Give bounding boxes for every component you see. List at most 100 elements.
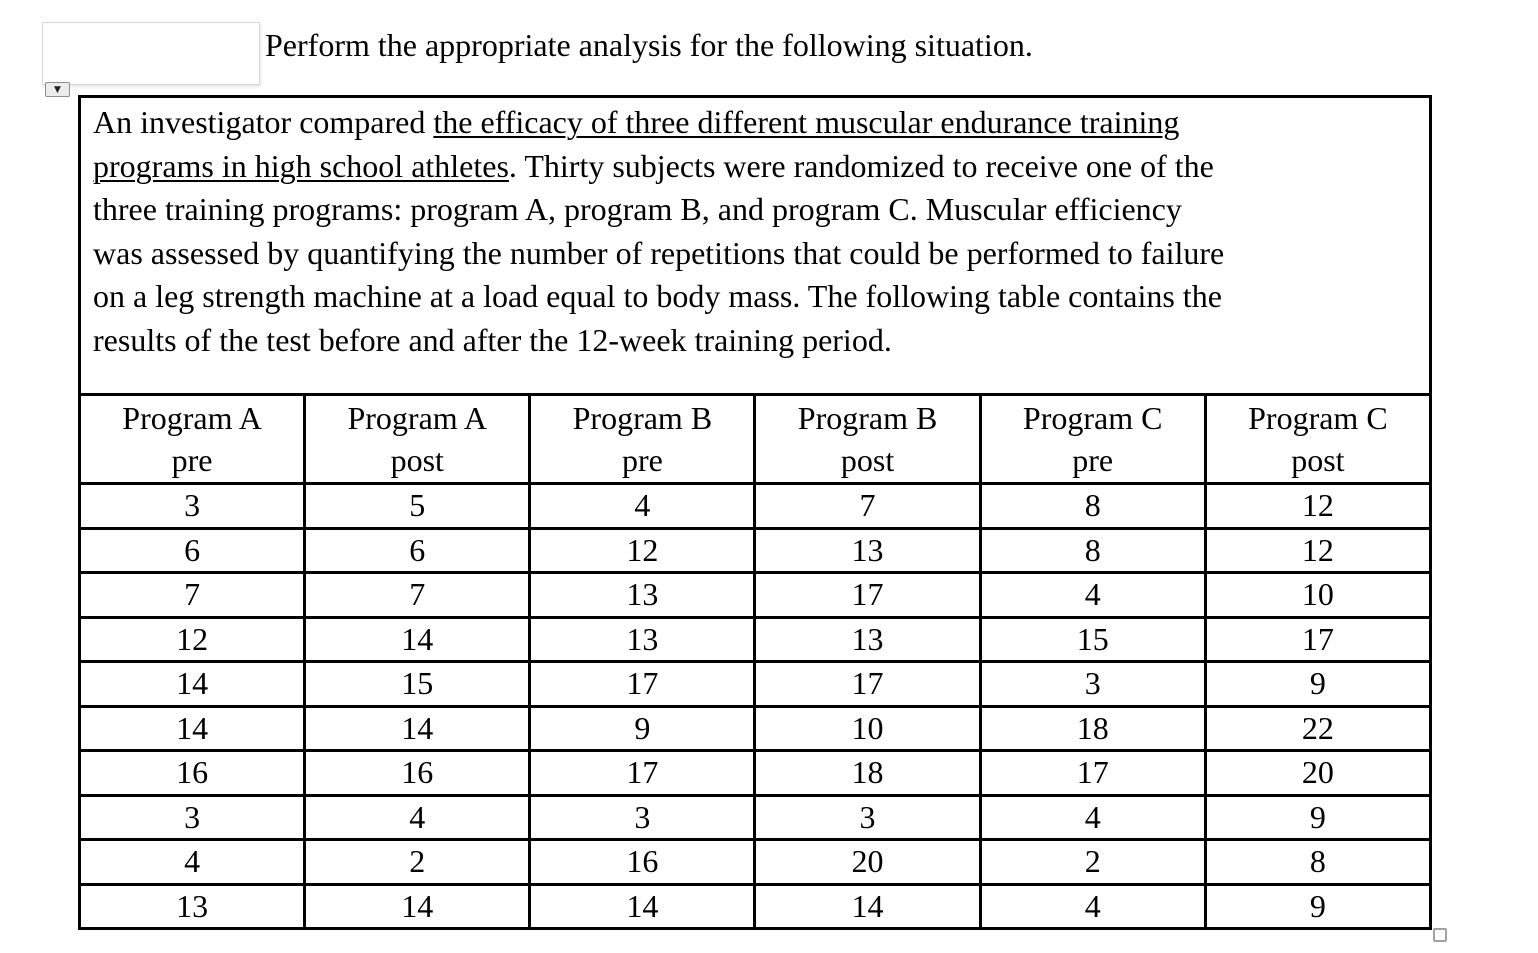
statement-text: three training programs: program A, prog…: [93, 191, 1182, 227]
statement-line: results of the test before and after the…: [93, 319, 1417, 363]
statement-line: An investigator compared the efficacy of…: [93, 101, 1417, 145]
table-cell: 9: [1203, 882, 1433, 930]
resize-handle[interactable]: [1433, 928, 1447, 942]
table-cell: 12: [1203, 526, 1433, 574]
table-cell: 10: [753, 704, 982, 752]
table-row: 14 15 17 17 3 9: [77, 660, 1433, 708]
column-header-phase: pre: [1072, 442, 1114, 478]
table-cell: 13: [528, 615, 757, 663]
table-cell: 14: [528, 882, 757, 930]
column-header-program: Program A: [122, 400, 262, 436]
statement-row: An investigator compared the efficacy of…: [78, 95, 1432, 396]
table-cell: 4: [528, 482, 757, 530]
table-cell: 18: [753, 749, 982, 797]
statement-text: was assessed by quantifying the number o…: [93, 234, 1225, 271]
statement-text: on a leg strength machine at a load equa…: [93, 278, 1222, 314]
table-cell: 17: [528, 660, 757, 708]
table-row: 12 14 13 13 15 17: [77, 615, 1433, 663]
chevron-down-icon: ▼: [54, 84, 61, 95]
table-cell: 4: [978, 882, 1207, 930]
column-header: Program B pre: [528, 393, 757, 485]
table-cell: 12: [77, 615, 307, 663]
statement-text: . Thirty subjects were randomized to rec…: [508, 147, 1214, 184]
column-header-phase: post: [390, 442, 444, 478]
redaction-overlay: [42, 22, 260, 85]
table-row: 13 14 14 14 4 9: [77, 882, 1433, 930]
table-cell: 16: [528, 838, 757, 886]
table-cell: 10: [1203, 571, 1433, 619]
table-cell: 9: [1203, 660, 1433, 708]
table-cell: 8: [1203, 838, 1433, 886]
table-row: 14 14 9 10 18 22: [77, 704, 1433, 752]
table-cell: 16: [77, 749, 307, 797]
table-cell: 13: [528, 571, 757, 619]
statement-text: An investigator compared: [93, 104, 434, 140]
table-cell: 17: [978, 749, 1207, 797]
table-cell: 16: [303, 749, 532, 797]
statement-line: programs in high school athletes. Thirty…: [93, 145, 1417, 189]
table-cell: 3: [77, 482, 307, 530]
table-cell: 3: [528, 793, 757, 841]
statement-line: was assessed by quantifying the number o…: [93, 232, 1417, 276]
statement-underlined-text: programs in high school athletes: [93, 147, 509, 184]
column-header: Program C post: [1203, 393, 1433, 485]
table-cell: 17: [753, 660, 982, 708]
column-header-phase: post: [840, 442, 895, 478]
table-cell: 17: [1203, 615, 1433, 663]
table-cell: 13: [753, 615, 982, 663]
table-cell: 6: [77, 526, 307, 574]
column-header-program: Program B: [797, 400, 938, 436]
table-cell: 14: [303, 615, 532, 663]
table-row: 6 6 12 13 8 12: [77, 526, 1433, 574]
table-cell: 9: [528, 704, 757, 752]
table-cell: 14: [753, 882, 982, 930]
table-cell: 17: [753, 571, 982, 619]
column-header: Program C pre: [978, 393, 1207, 485]
column-header-phase: pre: [621, 442, 663, 478]
table-cell: 2: [303, 838, 532, 886]
table-cell: 7: [303, 571, 532, 619]
column-header-program: Program C: [1248, 400, 1388, 436]
table-cell: 9: [1203, 793, 1433, 841]
table-cell: 20: [1203, 749, 1433, 797]
column-header-program: Program C: [1022, 400, 1163, 436]
table-cell: 20: [753, 838, 982, 886]
table-cell: 5: [303, 482, 532, 530]
table-cell: 13: [753, 526, 982, 574]
question-table: An investigator compared the efficacy of…: [77, 95, 1433, 930]
table-cell: 4: [77, 838, 307, 886]
table-cell: 8: [978, 482, 1207, 530]
table-cell: 14: [303, 882, 532, 930]
statement-line: on a leg strength machine at a load equa…: [93, 275, 1417, 319]
table-cell: 4: [978, 571, 1207, 619]
table-row: 16 16 17 18 17 20: [77, 749, 1433, 797]
column-header: Program A pre: [77, 393, 307, 485]
column-header-program: Program A: [347, 400, 487, 436]
page-title: Perform the appropriate analysis for the…: [265, 27, 1033, 63]
table-cell: 12: [1203, 482, 1433, 530]
table-cell: 2: [978, 838, 1207, 886]
table-cell: 7: [77, 571, 307, 619]
column-header-phase: post: [1291, 442, 1345, 478]
table-cell: 17: [528, 749, 757, 797]
table-cell: 15: [978, 615, 1207, 663]
table-row: 3 5 4 7 8 12: [77, 482, 1433, 530]
table-cell: 14: [303, 704, 532, 752]
table-cell: 13: [77, 882, 307, 930]
statement-line: three training programs: program A, prog…: [93, 188, 1417, 232]
table-cell: 14: [77, 660, 307, 708]
table-cell: 4: [978, 793, 1207, 841]
table-cell: 6: [303, 526, 532, 574]
column-header: Program A post: [303, 393, 532, 485]
table-row: 7 7 13 17 4 10: [77, 571, 1433, 619]
statement-text: results of the test before and after the…: [93, 321, 892, 358]
collapse-dropdown-button[interactable]: ▼: [45, 82, 70, 97]
statement-underlined-text: the efficacy of three different muscular…: [433, 104, 1180, 140]
column-header-phase: pre: [171, 442, 213, 478]
column-header: Program B post: [753, 393, 982, 485]
problem-statement: An investigator compared the efficacy of…: [78, 95, 1432, 396]
table-cell: 7: [753, 482, 982, 530]
